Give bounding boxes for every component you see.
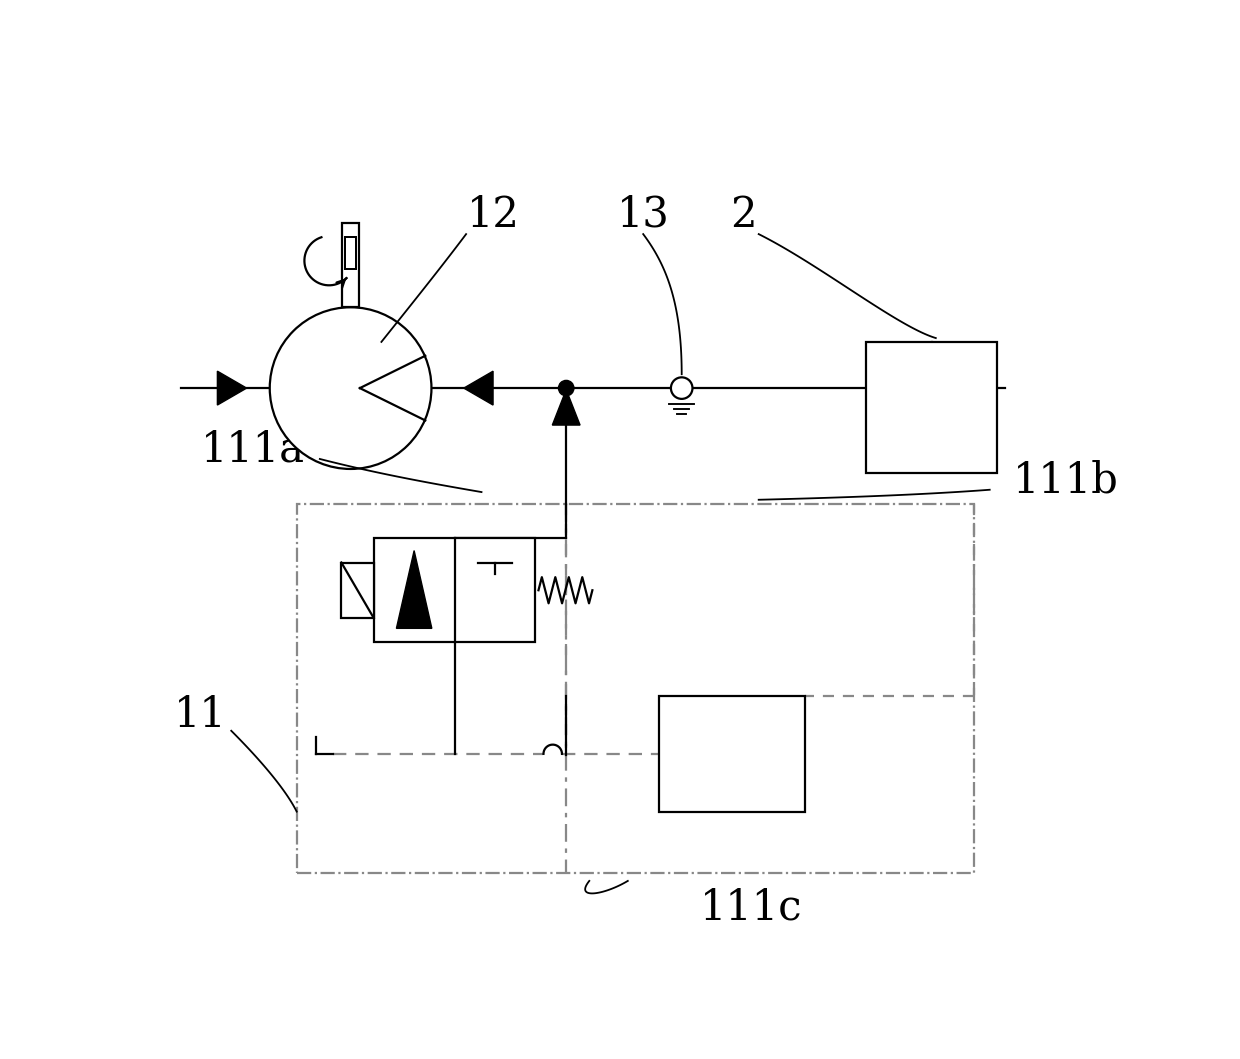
Text: 111a: 111a [201,429,305,470]
Circle shape [270,307,432,469]
Text: 11: 11 [174,695,227,736]
Polygon shape [397,551,432,628]
Text: 111b: 111b [1013,460,1118,502]
Bar [342,222,360,307]
Bar [345,237,356,269]
Text: 2: 2 [730,194,756,236]
Circle shape [671,377,692,399]
Text: 13: 13 [616,194,670,236]
Bar [373,538,536,642]
Circle shape [558,380,574,396]
Bar [658,696,805,811]
Text: 12: 12 [466,194,520,236]
Bar [341,562,373,618]
Polygon shape [217,371,247,405]
Polygon shape [552,390,580,425]
Bar [296,504,975,874]
Polygon shape [464,371,494,405]
Bar [867,342,997,472]
Text: 111c: 111c [699,886,802,929]
